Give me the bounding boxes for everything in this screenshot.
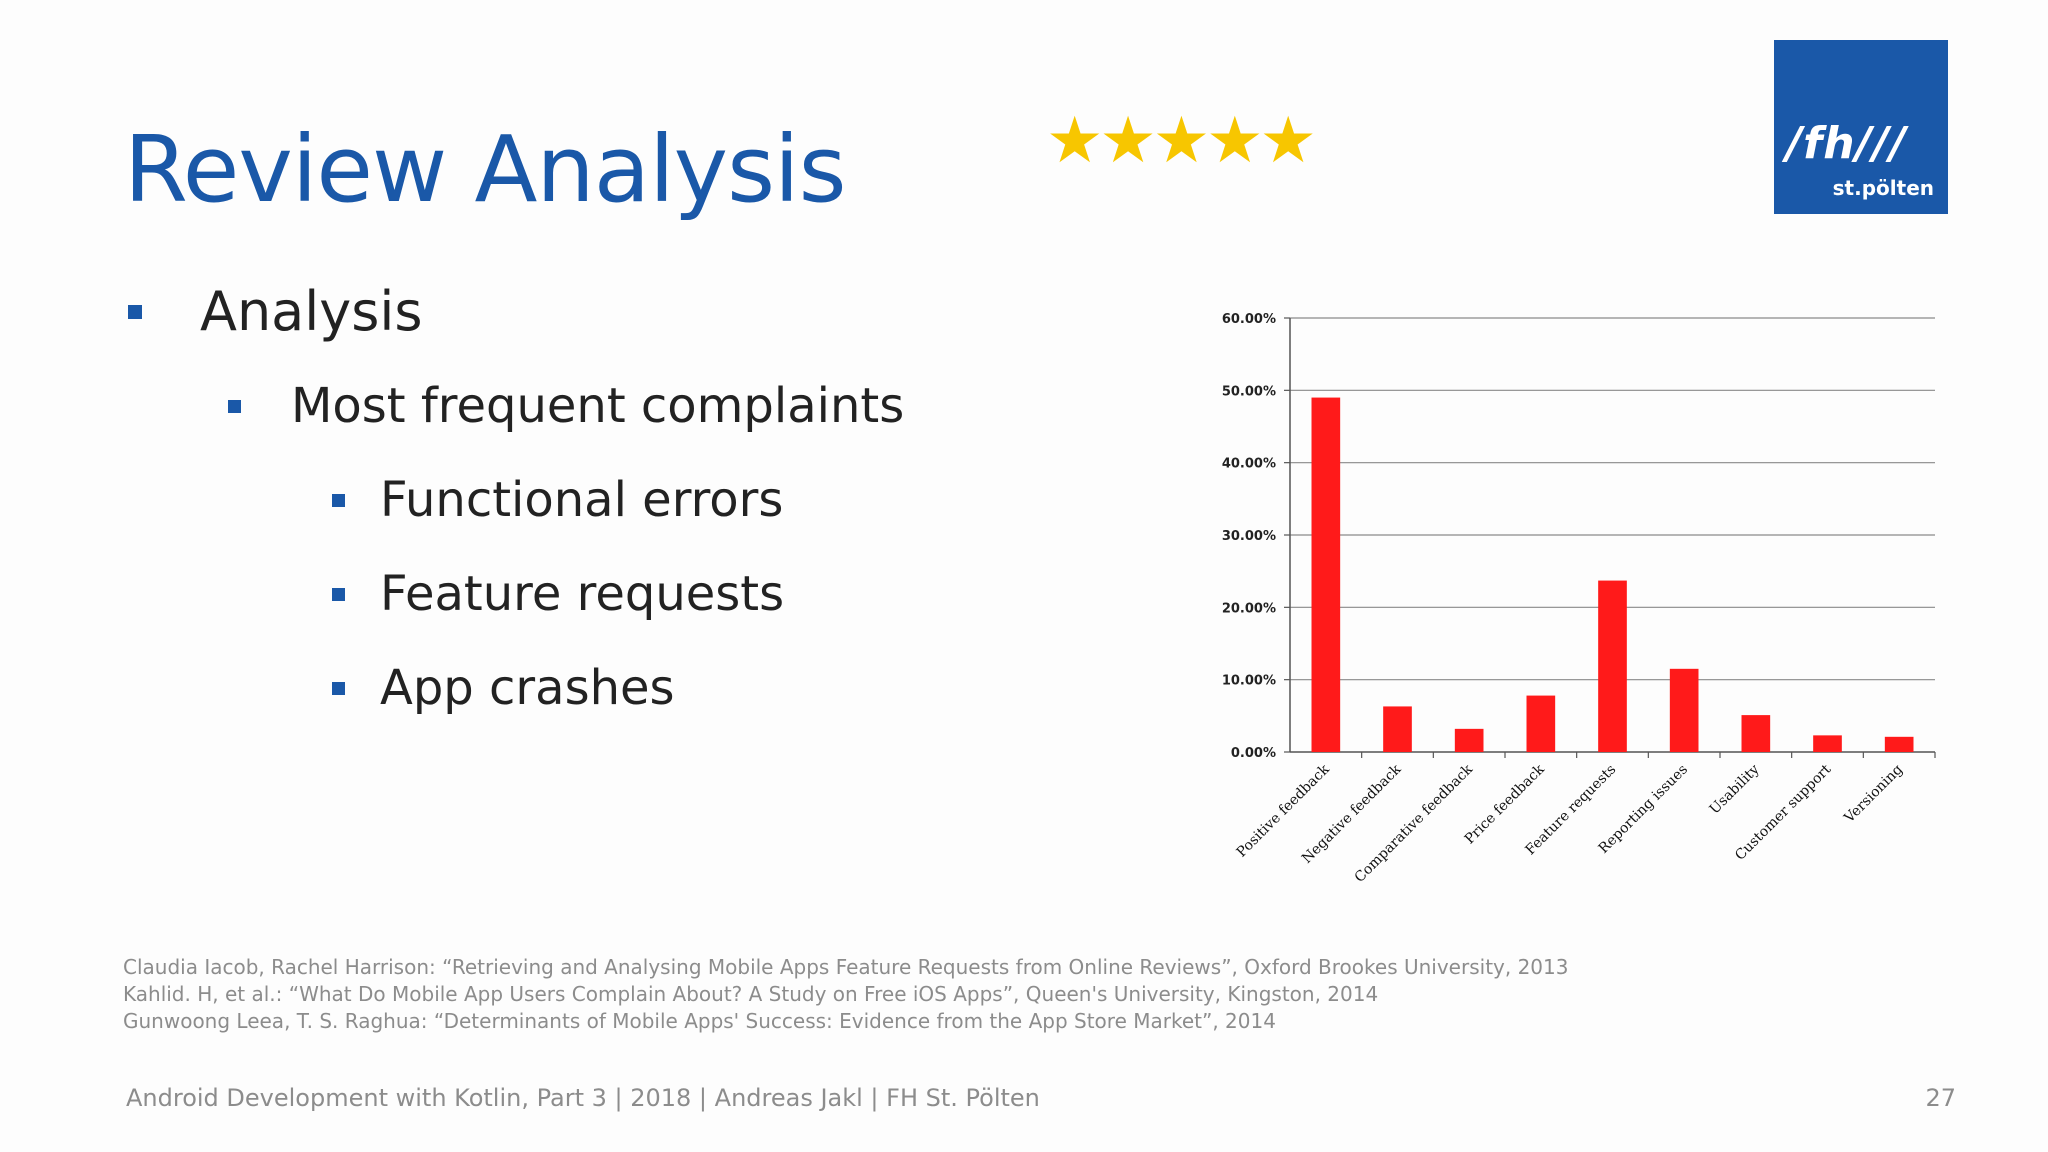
y-tick-label: 30.00% [1222,529,1276,544]
bar [1454,728,1484,752]
bar [1884,736,1914,752]
bar [1669,668,1699,752]
x-tick-label: Usability [1707,761,1763,817]
slide-title: Review Analysis [124,116,847,223]
bullet-level2: Most frequent complaints [228,378,904,434]
slide-footer: Android Development with Kotlin, Part 3 … [126,1084,1040,1112]
y-tick-label: 50.00% [1222,384,1276,399]
square-bullet-icon [332,493,345,507]
complaints-bar-chart: 0.00% 10.00% 20.00% 30.00% 40.00% 50.00% 60.00… [1222,312,1936,886]
y-tick-label: 10.00% [1222,674,1276,689]
bar [1383,706,1412,752]
bar [1741,715,1771,752]
bullet-text: App crashes [380,660,675,716]
reference-item: Claudia Iacob, Rachel Harrison: “Retriev… [123,955,1569,979]
bar [1526,695,1556,752]
bullet-level1: Analysis [128,280,423,343]
square-bullet-icon [128,304,142,319]
y-tick-label: 0.00% [1231,746,1276,761]
references: Claudia Iacob, Rachel Harrison: “Retriev… [123,954,1568,1035]
logo-main-text: /fh/// [1786,118,1907,169]
bullet-text: Most frequent complaints [291,378,905,434]
logo-sub-text: st.pölten [1832,176,1934,200]
bullet-level3: App crashes [332,660,675,716]
page-number: 27 [1925,1084,1956,1112]
bullet-level3: Functional errors [332,472,783,528]
y-tick-label: 20.00% [1222,601,1276,616]
bullet-text: Feature requests [380,566,785,622]
square-bullet-icon [332,681,345,695]
bullet-level3: Feature requests [332,566,784,622]
bar [1598,580,1627,752]
x-tick-label: Comparative feedback [1352,761,1477,886]
bar [1813,735,1842,752]
square-bullet-icon [332,587,345,601]
square-bullet-icon [228,399,241,413]
reference-item: Kahlid. H, et al.: “What Do Mobile App U… [123,982,1379,1006]
fh-st-poelten-logo: /fh/// st.pölten [1774,40,1948,214]
y-tick-label: 60.00% [1222,312,1276,327]
y-tick-label: 40.00% [1222,457,1276,472]
reference-item: Gunwoong Leea, T. S. Raghua: “Determinan… [123,1009,1276,1033]
bar [1311,397,1341,752]
x-tick-label: Versioning [1841,761,1906,826]
bullet-text: Analysis [200,280,423,343]
five-star-rating-icon: ★★★★★ [1046,104,1317,178]
bullet-text: Functional errors [380,472,784,528]
